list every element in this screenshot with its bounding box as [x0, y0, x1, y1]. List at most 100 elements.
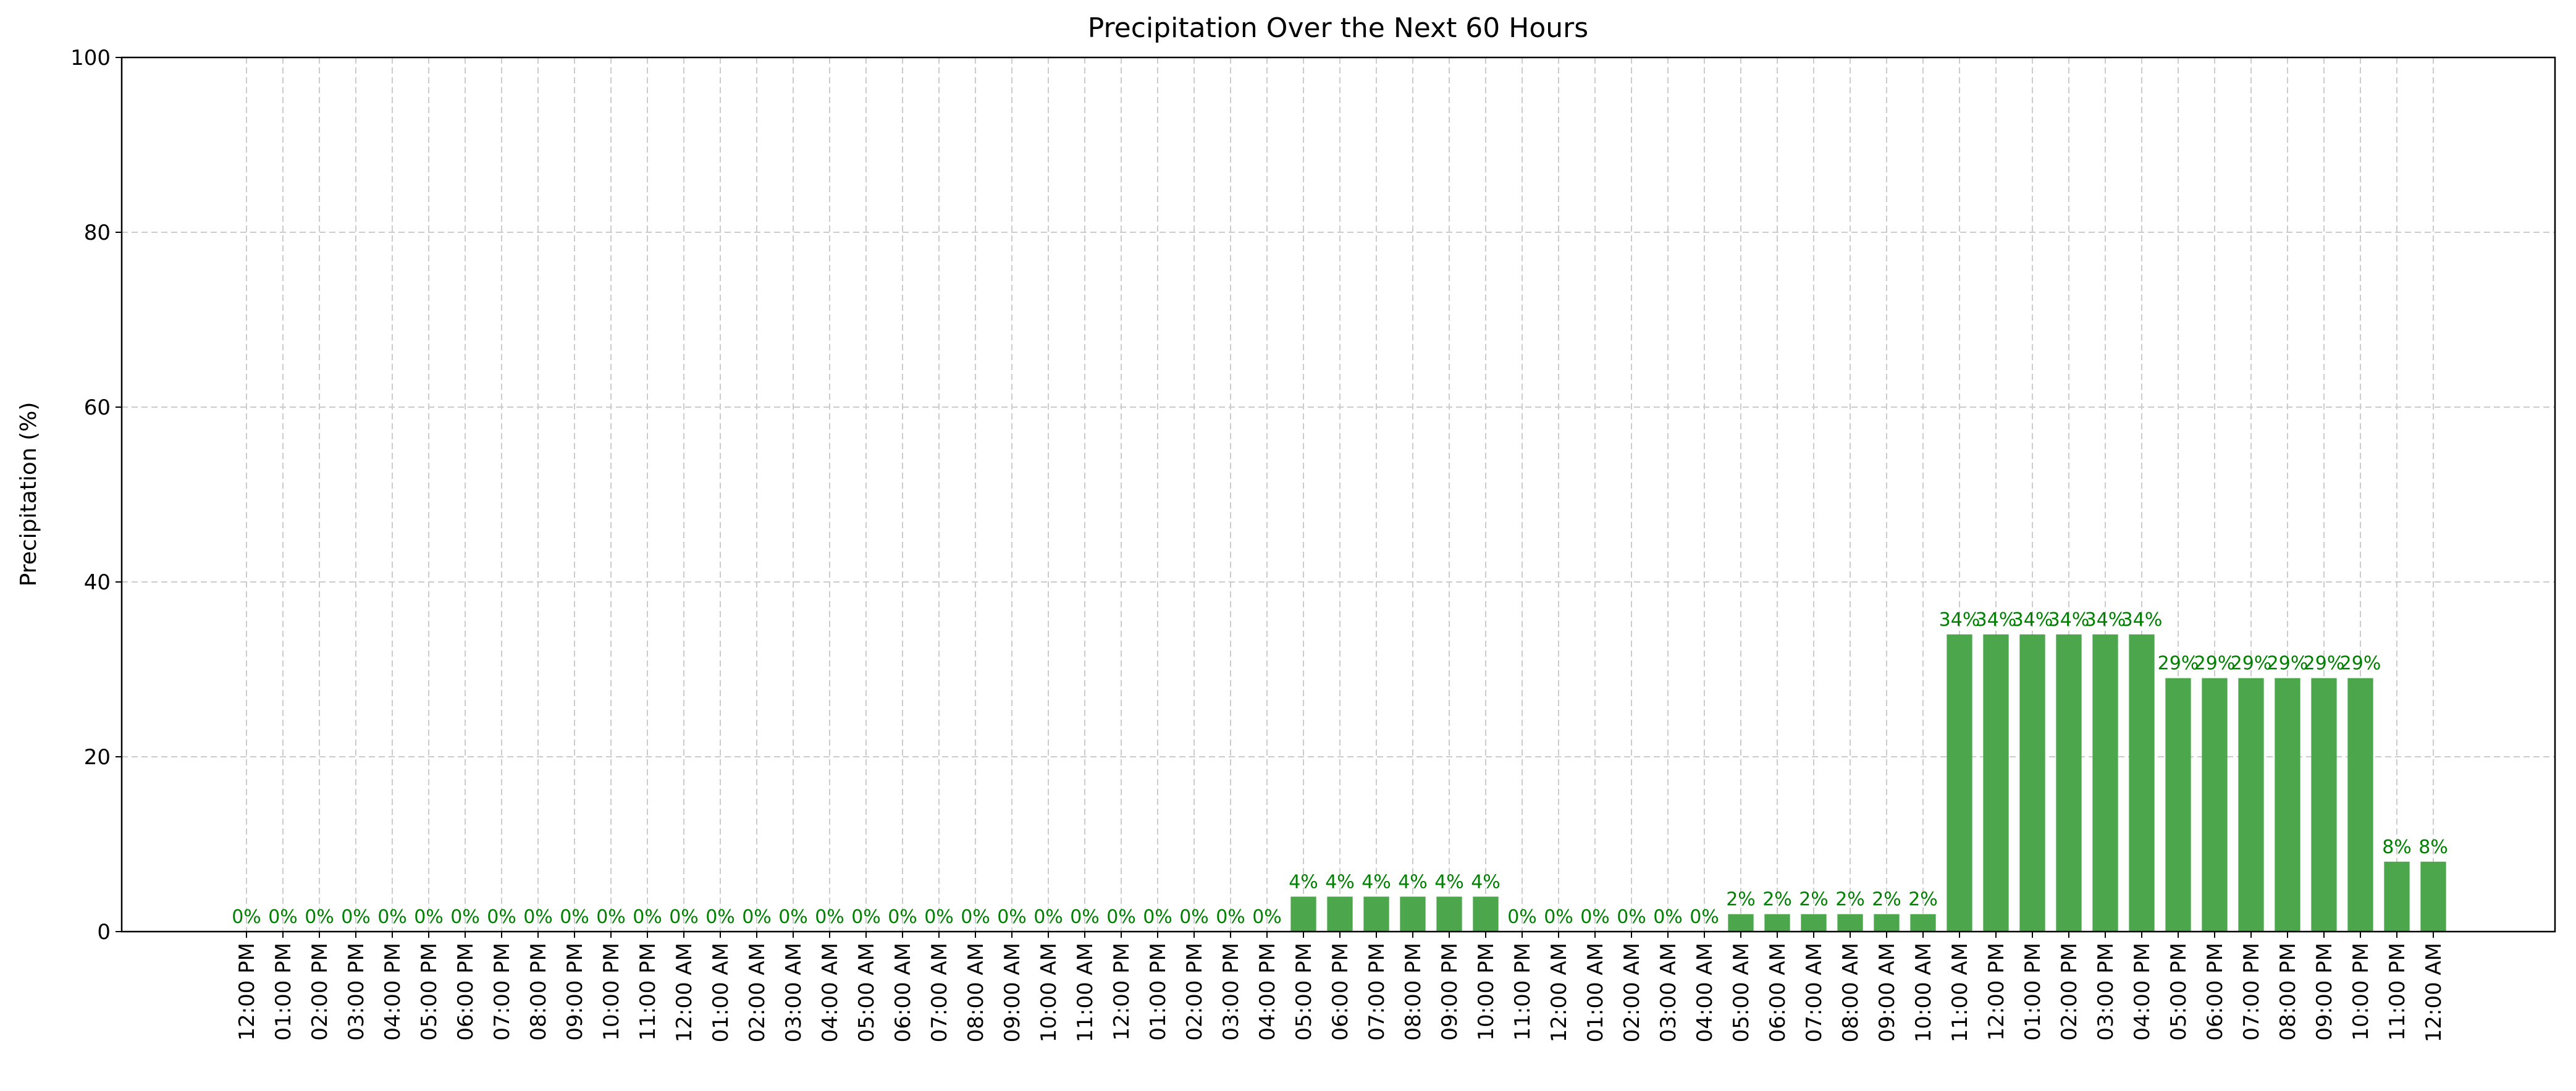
x-tick-label: 10:00 AM — [1037, 943, 1061, 1042]
x-tick-label: 07:00 PM — [490, 943, 515, 1041]
value-label: 0% — [268, 906, 298, 928]
x-tick-label: 04:00 PM — [381, 943, 405, 1041]
x-tick-label: 02:00 PM — [1182, 943, 1207, 1041]
value-label: 34% — [2085, 609, 2126, 631]
y-tick-label: 100 — [70, 46, 111, 70]
x-tick-label: 08:00 PM — [2276, 943, 2300, 1041]
value-label: 0% — [341, 906, 371, 928]
value-label: 0% — [1252, 906, 1282, 928]
value-label: 0% — [633, 906, 662, 928]
value-label: 29% — [2304, 653, 2345, 675]
x-tick-label: 01:00 PM — [2021, 943, 2045, 1041]
x-tick-label: 01:00 PM — [271, 943, 296, 1041]
bar — [1327, 896, 1353, 932]
x-tick-label: 06:00 PM — [1328, 943, 1353, 1041]
value-label: 34% — [1939, 609, 1980, 631]
value-label: 4% — [1398, 871, 1428, 893]
x-tick-label: 08:00 AM — [1838, 943, 1863, 1042]
bar — [1874, 914, 1900, 932]
x-tick-label: 04:00 AM — [818, 943, 843, 1042]
value-label: 0% — [924, 906, 954, 928]
bar — [1363, 896, 1389, 932]
x-tick-label: 12:00 AM — [672, 943, 697, 1042]
bar — [2238, 678, 2264, 932]
value-label: 34% — [2048, 609, 2090, 631]
x-tick-label: 09:00 AM — [1875, 943, 1900, 1042]
bar — [1947, 634, 1972, 932]
value-label: 34% — [1976, 609, 2017, 631]
x-tick-label: 05:00 AM — [1729, 943, 1754, 1042]
value-label: 4% — [1362, 871, 1391, 893]
bar — [1473, 896, 1499, 932]
x-tick-label: 06:00 PM — [453, 943, 478, 1041]
bar — [2202, 678, 2228, 932]
value-label: 0% — [888, 906, 917, 928]
x-tick-label: 03:00 AM — [1656, 943, 1681, 1042]
value-label: 2% — [1726, 889, 1756, 911]
x-tick-label: 10:00 PM — [599, 943, 624, 1041]
x-tick-label: 08:00 PM — [526, 943, 551, 1041]
value-label: 0% — [778, 906, 808, 928]
value-label: 0% — [1507, 906, 1537, 928]
value-label: 0% — [1216, 906, 1245, 928]
value-label: 29% — [2231, 653, 2272, 675]
value-label: 0% — [961, 906, 990, 928]
x-tick-label: 03:00 PM — [2094, 943, 2118, 1041]
value-label: 0% — [487, 906, 516, 928]
y-tick-label: 60 — [84, 395, 111, 420]
value-label: 0% — [742, 906, 772, 928]
value-label: 0% — [851, 906, 881, 928]
x-tick-label: 11:00 AM — [1073, 943, 1098, 1042]
plot-frame — [120, 56, 2556, 933]
value-label: 0% — [305, 906, 334, 928]
x-tick-label: 07:00 AM — [1802, 943, 1827, 1042]
value-label: 0% — [450, 906, 480, 928]
x-tick-label: 11:00 PM — [636, 943, 660, 1041]
x-tick-label: 02:00 AM — [1620, 943, 1644, 1042]
value-label: 0% — [1070, 906, 1100, 928]
bar — [1983, 634, 2009, 932]
x-tick-label: 03:00 PM — [1219, 943, 1244, 1041]
x-tick-label: 01:00 AM — [709, 943, 733, 1042]
value-label: 0% — [1033, 906, 1063, 928]
x-tick-label: 12:00 PM — [1109, 943, 1134, 1041]
x-tick-label: 09:00 AM — [1000, 943, 1025, 1042]
x-tick-label: 11:00 AM — [1948, 943, 1972, 1042]
x-tick-label: 12:00 AM — [2422, 943, 2446, 1042]
value-label: 0% — [1617, 906, 1646, 928]
value-label: 8% — [2418, 836, 2448, 858]
bar — [2129, 634, 2155, 932]
value-label: 0% — [669, 906, 699, 928]
x-tick-label: 01:00 PM — [1146, 943, 1171, 1041]
x-tick-label: 08:00 AM — [964, 943, 988, 1042]
x-tick-label: 04:00 PM — [1255, 943, 1280, 1041]
bar — [1910, 914, 1936, 932]
value-label: 0% — [523, 906, 553, 928]
x-tick-label: 07:00 PM — [1365, 943, 1389, 1041]
value-label: 0% — [596, 906, 626, 928]
value-label: 29% — [2267, 653, 2309, 675]
value-label: 0% — [1580, 906, 1610, 928]
bar — [2275, 678, 2300, 932]
value-label: 0% — [414, 906, 444, 928]
y-tick-label: 40 — [84, 570, 111, 595]
x-tick-label: 06:00 AM — [1766, 943, 1790, 1042]
bar — [1764, 914, 1790, 932]
value-label: 4% — [1289, 871, 1318, 893]
x-tick-label: 02:00 PM — [2057, 943, 2082, 1041]
value-label: 0% — [560, 906, 589, 928]
value-label: 2% — [1872, 889, 1901, 911]
value-label: 0% — [1143, 906, 1172, 928]
value-label: 4% — [1471, 871, 1501, 893]
x-tick-label: 10:00 PM — [2349, 943, 2373, 1041]
x-tick-label: 11:00 PM — [2385, 943, 2410, 1041]
chart-title: Precipitation Over the Next 60 Hours — [1088, 12, 1588, 44]
x-tick-label: 01:00 AM — [1583, 943, 1608, 1042]
value-label: 34% — [2012, 609, 2053, 631]
x-tick-label: 09:00 PM — [563, 943, 587, 1041]
value-label: 0% — [1690, 906, 1719, 928]
bar — [1400, 896, 1426, 932]
bar — [1801, 914, 1827, 932]
value-label: 0% — [1179, 906, 1209, 928]
bar — [2420, 861, 2446, 932]
